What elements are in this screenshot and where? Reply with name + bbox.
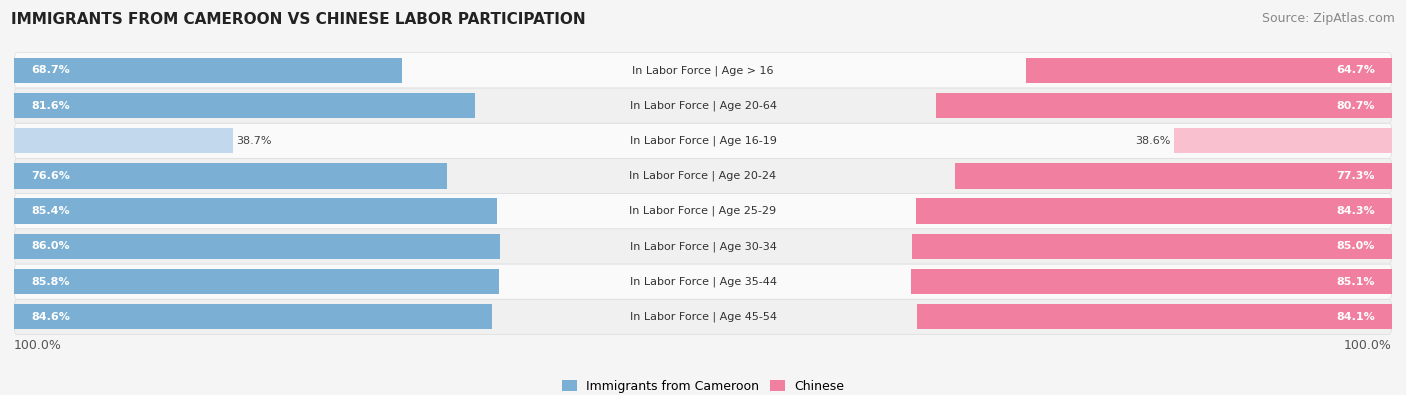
Bar <box>14 234 501 259</box>
Text: In Labor Force | Age 20-24: In Labor Force | Age 20-24 <box>630 171 776 181</box>
Text: 84.1%: 84.1% <box>1336 312 1375 322</box>
Text: Source: ZipAtlas.com: Source: ZipAtlas.com <box>1261 12 1395 25</box>
Text: 76.6%: 76.6% <box>31 171 70 181</box>
Text: In Labor Force | Age 45-54: In Labor Force | Age 45-54 <box>630 312 776 322</box>
Bar <box>14 163 447 189</box>
Bar <box>14 128 232 153</box>
Text: 85.1%: 85.1% <box>1336 276 1375 287</box>
Text: 85.4%: 85.4% <box>31 206 70 216</box>
Text: 81.6%: 81.6% <box>31 100 70 111</box>
Text: In Labor Force | Age 16-19: In Labor Force | Age 16-19 <box>630 135 776 146</box>
FancyBboxPatch shape <box>14 88 1392 123</box>
Text: 84.3%: 84.3% <box>1336 206 1375 216</box>
Text: 68.7%: 68.7% <box>31 65 70 75</box>
Text: 64.7%: 64.7% <box>1336 65 1375 75</box>
Text: IMMIGRANTS FROM CAMEROON VS CHINESE LABOR PARTICIPATION: IMMIGRANTS FROM CAMEROON VS CHINESE LABO… <box>11 12 586 27</box>
Bar <box>14 93 475 118</box>
FancyBboxPatch shape <box>14 158 1392 194</box>
Text: 80.7%: 80.7% <box>1336 100 1375 111</box>
Bar <box>915 198 1392 224</box>
Bar <box>14 304 492 329</box>
Text: In Labor Force | Age 30-34: In Labor Force | Age 30-34 <box>630 241 776 252</box>
Bar <box>955 163 1392 189</box>
FancyBboxPatch shape <box>14 194 1392 229</box>
Text: 100.0%: 100.0% <box>1344 339 1392 352</box>
Bar <box>911 234 1392 259</box>
FancyBboxPatch shape <box>14 229 1392 264</box>
Text: 85.0%: 85.0% <box>1336 241 1375 251</box>
Bar <box>14 58 402 83</box>
Bar <box>1026 58 1392 83</box>
FancyBboxPatch shape <box>14 299 1392 335</box>
Bar <box>917 304 1392 329</box>
FancyBboxPatch shape <box>14 264 1392 299</box>
FancyBboxPatch shape <box>14 123 1392 158</box>
Text: In Labor Force | Age > 16: In Labor Force | Age > 16 <box>633 65 773 75</box>
Bar <box>14 269 499 294</box>
Legend: Immigrants from Cameroon, Chinese: Immigrants from Cameroon, Chinese <box>557 375 849 395</box>
Text: 77.3%: 77.3% <box>1336 171 1375 181</box>
Bar <box>14 198 496 224</box>
Text: In Labor Force | Age 20-64: In Labor Force | Age 20-64 <box>630 100 776 111</box>
Text: 38.7%: 38.7% <box>236 136 271 146</box>
Text: 86.0%: 86.0% <box>31 241 70 251</box>
Text: In Labor Force | Age 25-29: In Labor Force | Age 25-29 <box>630 206 776 216</box>
Bar <box>1174 128 1392 153</box>
FancyBboxPatch shape <box>14 53 1392 88</box>
Text: 100.0%: 100.0% <box>14 339 62 352</box>
Text: In Labor Force | Age 35-44: In Labor Force | Age 35-44 <box>630 276 776 287</box>
Text: 38.6%: 38.6% <box>1135 136 1170 146</box>
Text: 84.6%: 84.6% <box>31 312 70 322</box>
Text: 85.8%: 85.8% <box>31 276 70 287</box>
Bar <box>936 93 1392 118</box>
Bar <box>911 269 1392 294</box>
